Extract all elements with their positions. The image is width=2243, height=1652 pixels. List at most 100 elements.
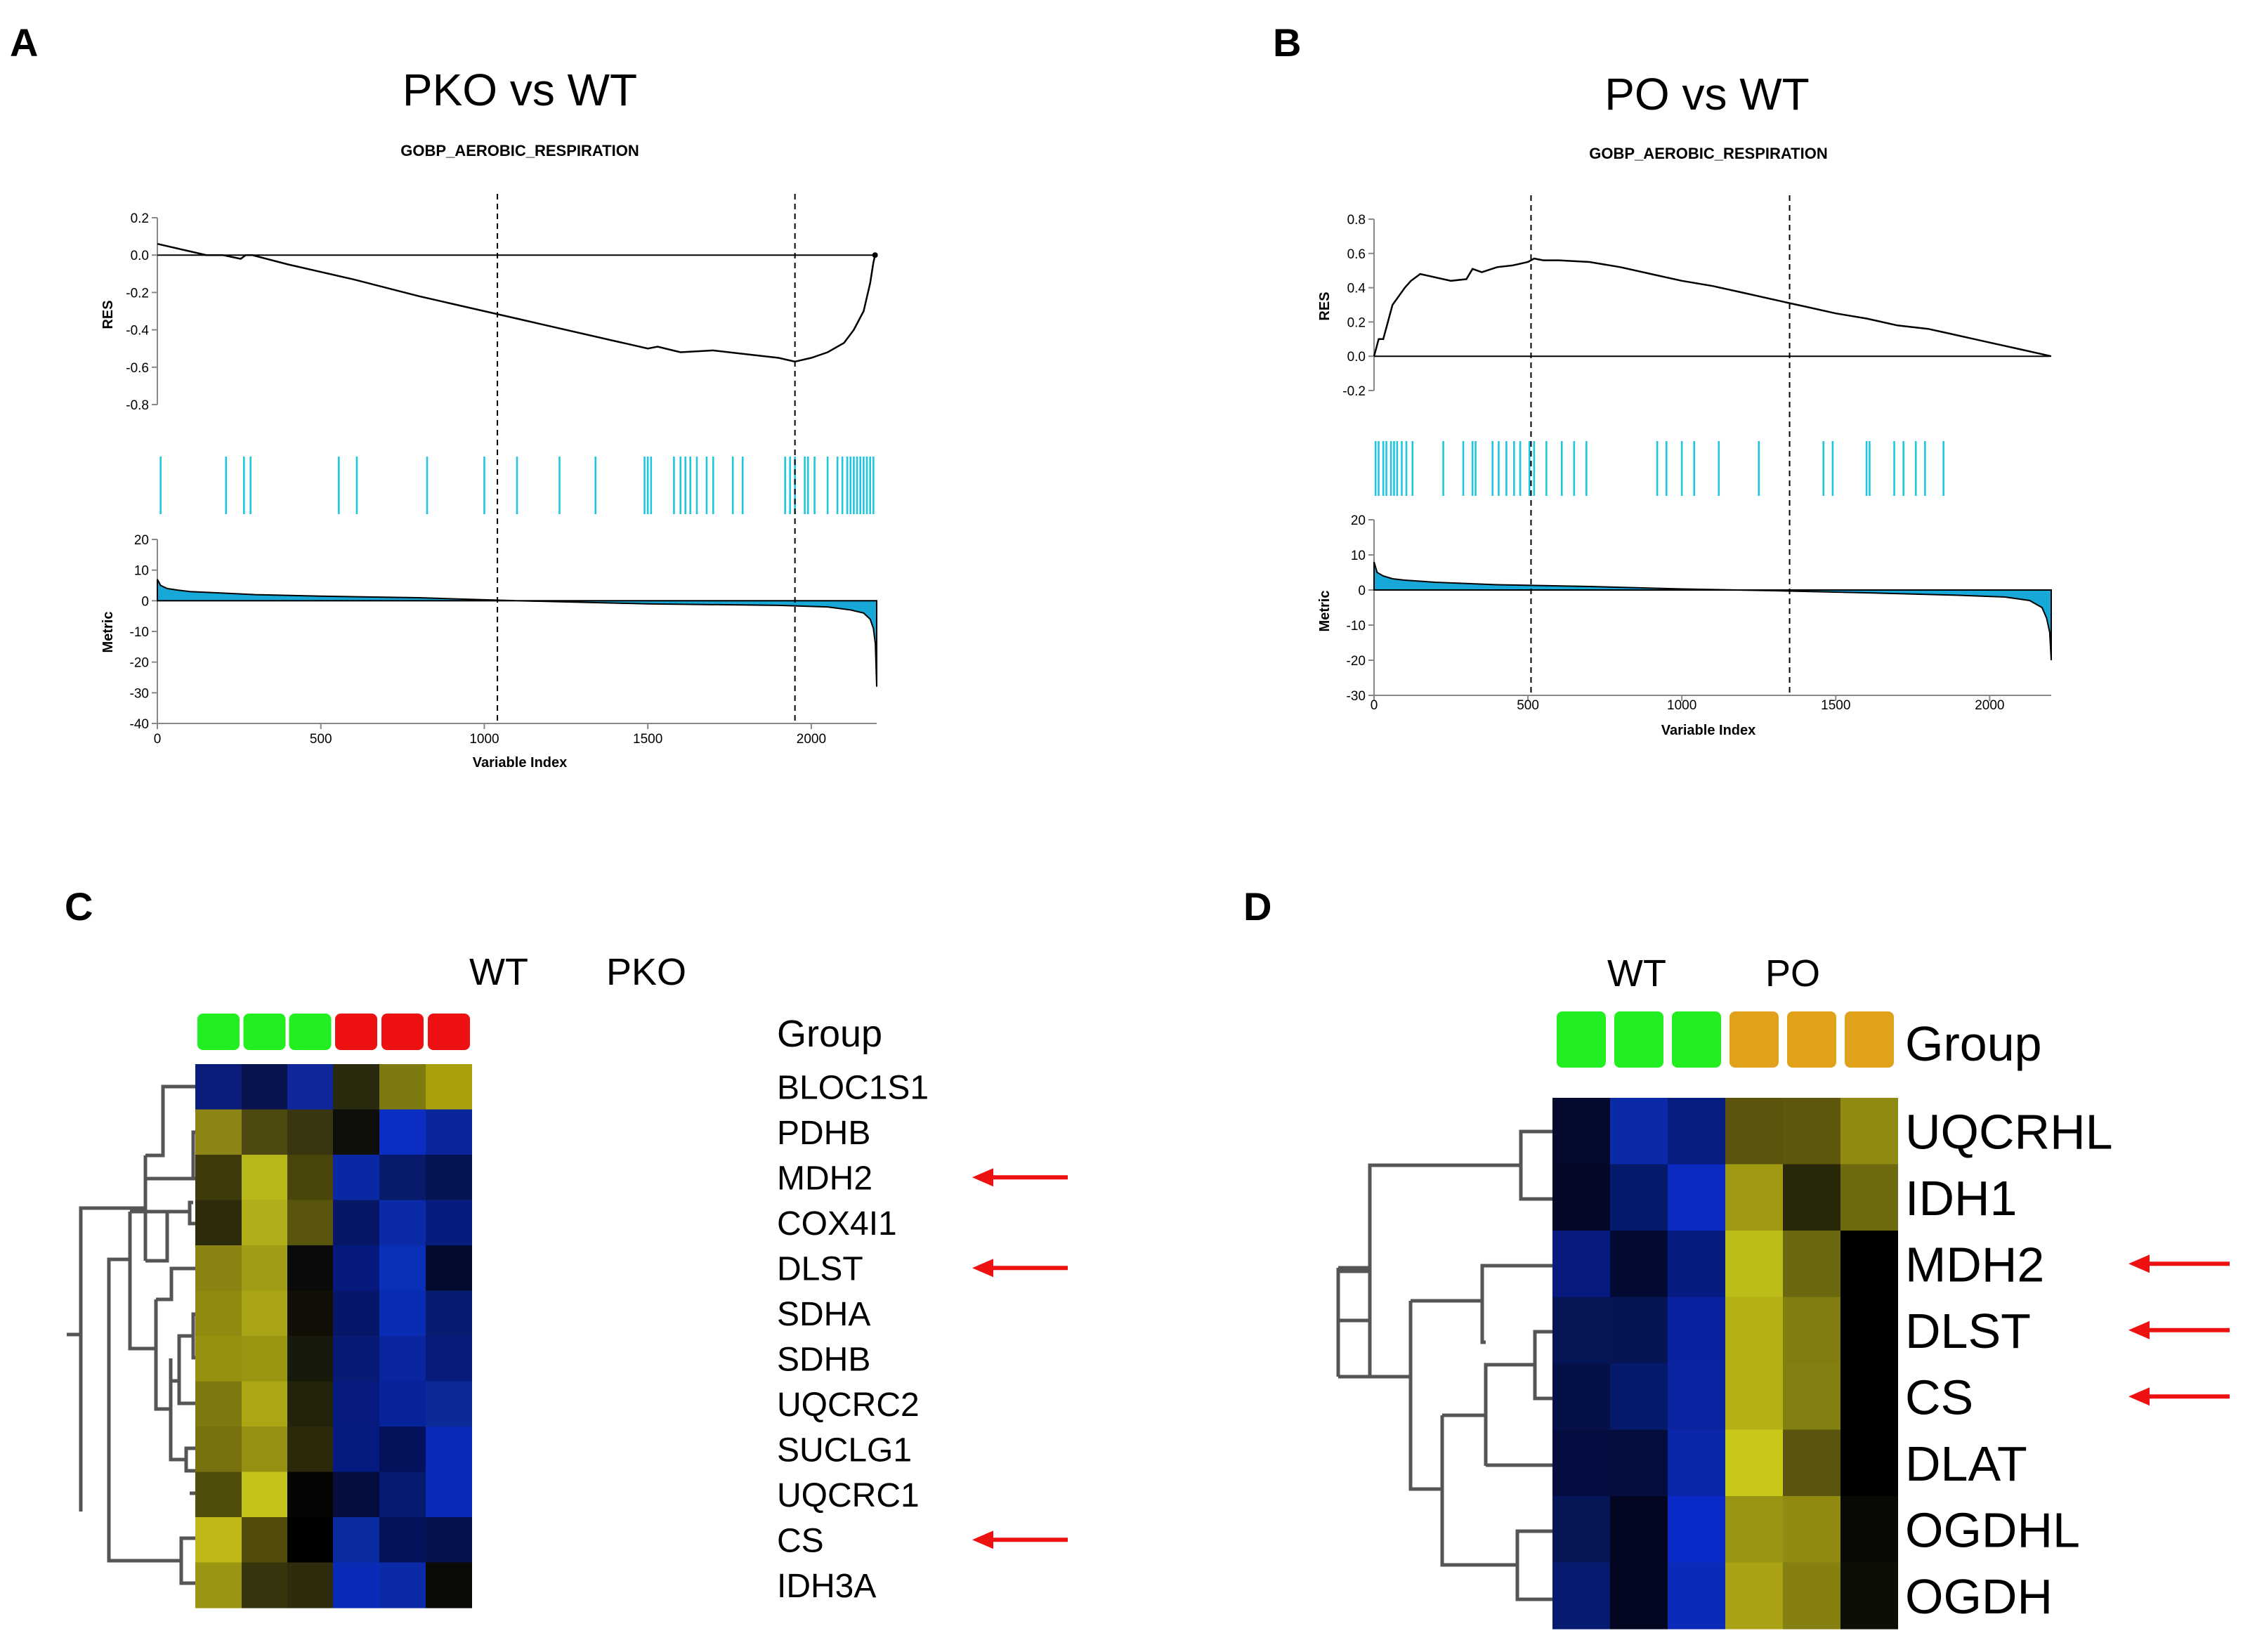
panel-c-arrow-head [972, 1530, 993, 1549]
panel-c-heatmap-cell [426, 1155, 472, 1201]
panel-c-heatmap-cell [287, 1109, 333, 1155]
panel-d-group-bar [1557, 1011, 1894, 1068]
panel-c-heatmap-cell [333, 1200, 379, 1246]
panel-d-group-row-label: Group [1905, 1016, 2042, 1071]
panel-c-heatmap-cell [379, 1471, 426, 1518]
panel-b-res-ytick-label: 0.4 [1347, 282, 1366, 296]
panel-c-row-label: DLST [777, 1251, 863, 1288]
panel-a-res-endpoint [872, 252, 878, 258]
panel-c-heatmap-cell [195, 1517, 242, 1563]
panel-d-arrow-head [2128, 1254, 2150, 1273]
panel-d-heatmap-cell [1840, 1562, 1898, 1630]
panel-c-heatmap-cell [242, 1336, 287, 1382]
panel-a: A PKO vs WT GOBP_AEROBIC_RESPIRATION RES… [10, 20, 878, 771]
panel-c-heatmap-cell [333, 1245, 379, 1292]
panel-c-heatmap-cell [379, 1200, 426, 1246]
panel-d-group-swatch [1557, 1011, 1606, 1068]
panel-c-heatmap-cell [333, 1381, 379, 1427]
panel-d-heatmap-cell [1552, 1098, 1610, 1165]
panel-b-metric-ytick-label: 20 [1351, 513, 1366, 528]
panel-d-row-label: DLAT [1905, 1436, 2027, 1491]
panel-c-row-label: IDH3A [777, 1568, 876, 1605]
panel-d-heatmap-cell [1668, 1231, 1725, 1298]
panel-d-heatmap-cell [1668, 1098, 1725, 1165]
panel-c-heatmap-cell [379, 1290, 426, 1337]
panel-c-group-swatch [335, 1014, 377, 1050]
panel-b-metric-axes: 20 10 0 -10 -20 -30 0 500 1000 1500 2000 [1347, 513, 2052, 713]
panel-d-group-swatch [1845, 1011, 1894, 1068]
panel-c-group-swatch [289, 1014, 332, 1050]
panel-c-row-label: UQCRC1 [777, 1477, 920, 1514]
panel-c-heatmap-cell [195, 1290, 242, 1337]
panel-c-heatmap-cell [379, 1155, 426, 1201]
panel-c-heatmap-cell [242, 1245, 287, 1292]
panel-d-heatmap-cell [1783, 1429, 1840, 1497]
panel-d-heatmap-cell [1783, 1297, 1840, 1364]
panel-d-heatmap-cell [1610, 1496, 1668, 1563]
panel-d-heatmap-cell [1668, 1297, 1725, 1364]
panel-c-row-label: SDHB [777, 1342, 870, 1379]
panel-d-arrow-head [2128, 1387, 2150, 1406]
panel-d-heatmap-cell [1610, 1098, 1668, 1165]
panel-c-heatmap-cell [333, 1109, 379, 1155]
panel-d-row-label: OGDH [1905, 1569, 2053, 1624]
panel-a-metric-ytick-label: 20 [134, 533, 149, 548]
panel-b-res-ytick-label: 0.6 [1347, 247, 1366, 262]
panel-d-heatmap-cell [1783, 1496, 1840, 1563]
panel-a-metric-ytick-label: 0 [141, 594, 149, 609]
panel-d-row-labels: UQCRHL IDH1 MDH2 DLST CS DLAT OGDHL OGDH [1905, 1105, 2113, 1624]
panel-c-group-pko-label: PKO [606, 951, 686, 993]
panel-d-heatmap-cell [1725, 1363, 1783, 1431]
panel-c-heatmap-cell [195, 1381, 242, 1427]
panel-d-heatmap-cell [1783, 1363, 1840, 1431]
panel-c-heatmap-cell [195, 1336, 242, 1382]
panel-d-heatmap-cell [1725, 1297, 1783, 1364]
panel-d-heatmap-cell [1610, 1363, 1668, 1431]
panel-b-gene-set: GOBP_AEROBIC_RESPIRATION [1589, 145, 1827, 162]
panel-a-res-ytick-label: -0.6 [126, 361, 149, 376]
panel-c-row-label: UQCRC2 [777, 1386, 920, 1424]
panel-b-xtick-label: 500 [1517, 698, 1539, 713]
panel-d-row-label: IDH1 [1905, 1171, 2017, 1226]
panel-b-metric-ytick-label: 10 [1351, 549, 1366, 563]
panel-c-heatmap-cell [242, 1064, 287, 1110]
panel-d-arrow-head [2128, 1320, 2150, 1339]
panel-d-heatmap-cell [1668, 1429, 1725, 1497]
panel-c-heatmap-cell [333, 1427, 379, 1473]
panel-b: B PO vs WT GOBP_AEROBIC_RESPIRATION RES … [1273, 20, 2052, 738]
panel-c-group-swatch [381, 1014, 424, 1050]
panel-a-xtick-label: 1500 [633, 732, 662, 747]
panel-c-heatmap-cell [195, 1245, 242, 1292]
panel-d-heatmap-cell [1840, 1297, 1898, 1364]
panel-c-heatmap-cell [426, 1336, 472, 1382]
panel-c-row-label: COX4I1 [777, 1205, 897, 1243]
panel-d-row-label: CS [1905, 1370, 1973, 1425]
panel-c-arrow-head [972, 1259, 993, 1278]
panel-c-heatmap-cell [287, 1381, 333, 1427]
panel-c-heatmap-cell [287, 1064, 333, 1110]
panel-d-heatmap-cell [1725, 1496, 1783, 1563]
panel-d-heatmap-cell [1840, 1231, 1898, 1298]
panel-c-heatmap-cell [379, 1109, 426, 1155]
panel-d-heatmap-cell [1552, 1429, 1610, 1497]
panel-c-heatmap-cell [287, 1517, 333, 1563]
panel-a-metric-ylabel: Metric [100, 612, 116, 653]
panel-c-dendrogram [67, 1084, 195, 1585]
panel-c-heatmap-cell [426, 1427, 472, 1473]
panel-c-heatmap-cell [287, 1155, 333, 1201]
panel-c-heatmap-cell [287, 1245, 333, 1292]
panel-a-hits [159, 457, 875, 514]
panel-b-xtick-label: 1000 [1667, 698, 1696, 713]
panel-c-heatmap-cell [333, 1290, 379, 1337]
panel-b-title: PO vs WT [1604, 69, 1810, 119]
panel-d-heatmap-cell [1783, 1562, 1840, 1630]
panel-d-heatmap-cell [1783, 1231, 1840, 1298]
panel-a-res-ytick-label: -0.2 [126, 286, 149, 301]
panel-b-res-ytick-label: 0.0 [1347, 350, 1366, 365]
panel-d-heatmap-cell [1840, 1363, 1898, 1431]
panel-c-heatmap-cell [379, 1381, 426, 1427]
panel-c-heatmap-cell [242, 1471, 287, 1518]
panel-b-hits [1374, 441, 1944, 496]
panel-d-group-swatch [1614, 1011, 1663, 1068]
